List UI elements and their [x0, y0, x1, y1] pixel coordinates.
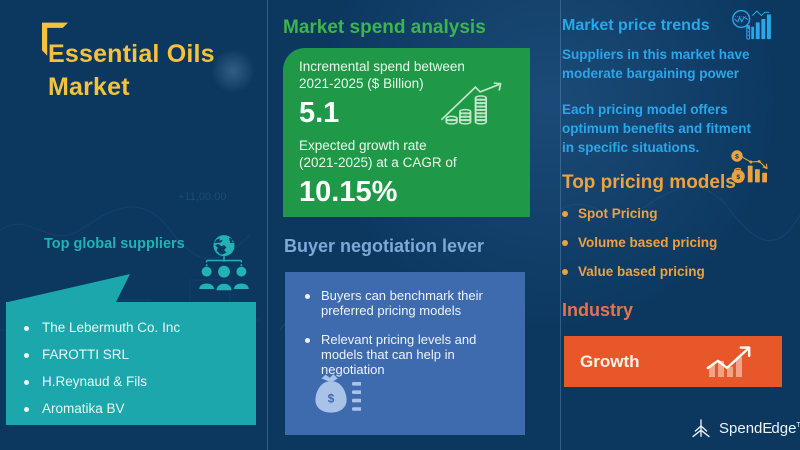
- svg-text:$: $: [736, 174, 740, 181]
- svg-text:$: $: [735, 153, 739, 160]
- svg-text:$: $: [328, 391, 335, 405]
- svg-text:+11,00.00: +11,00.00: [178, 191, 226, 203]
